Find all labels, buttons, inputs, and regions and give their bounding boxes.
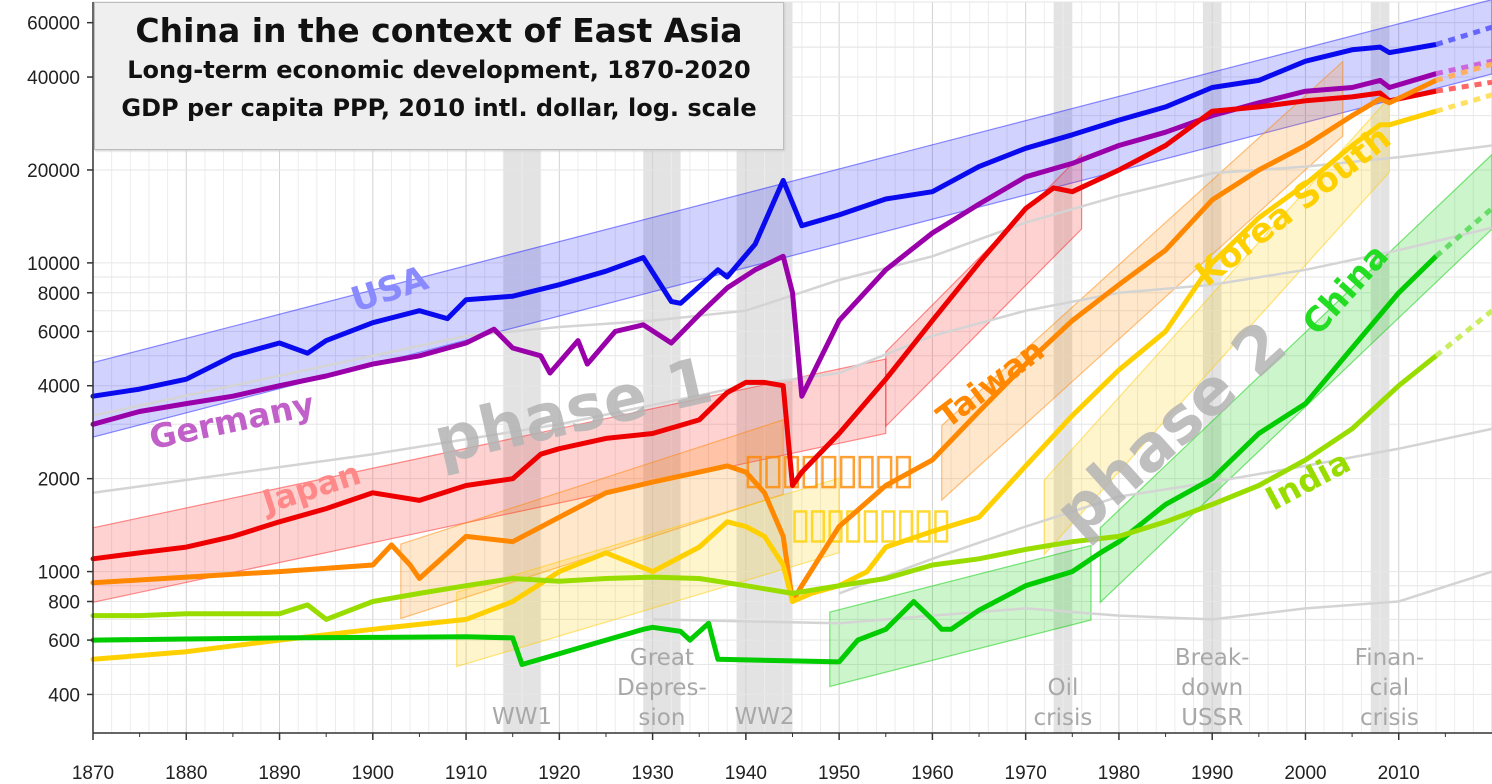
event-label-line: crisis — [1360, 705, 1419, 731]
trend-band — [1043, 96, 1391, 556]
event-label-line: Great — [630, 645, 694, 671]
event-annotations: WW1 Great Depres-sion WW2 Oil crisis Break-dow… — [492, 645, 1424, 731]
x-tick-label: 1910 — [445, 763, 487, 784]
projection-line — [1435, 61, 1492, 83]
series-line-china — [90, 253, 1439, 667]
projection-line — [1435, 24, 1492, 47]
x-tick-label: 1940 — [725, 763, 767, 784]
y-tick-label: 40000 — [27, 68, 80, 89]
y-tick-label: 6000 — [38, 322, 80, 343]
y-tick-label: 4000 — [38, 377, 80, 398]
y-tick-label: 400 — [48, 685, 80, 706]
event-label-line: Oil — [1048, 675, 1079, 701]
event-label: Great Depres-sion — [617, 645, 707, 731]
chart-subtitle-2: GDP per capita PPP, 2010 intl. dollar, l… — [121, 94, 757, 122]
gap-markers — [746, 455, 949, 543]
event-label-line: cial — [1370, 675, 1410, 701]
projection-line — [1434, 308, 1492, 358]
x-tick-label: 1930 — [631, 763, 673, 784]
projection-extensions — [1434, 24, 1492, 358]
gap-marker — [839, 455, 856, 489]
gap-marker — [881, 510, 896, 543]
event-label-line: Break- — [1175, 645, 1250, 671]
event-label-line: USSR — [1181, 705, 1243, 731]
y-tick-label: 10000 — [27, 254, 80, 275]
event-label: Finan-cial crisis — [1355, 645, 1425, 731]
x-tick-label: 2010 — [1378, 763, 1420, 784]
event-label-line: WW1 — [492, 704, 552, 730]
x-tick-label: 1950 — [818, 763, 860, 784]
gap-marker — [793, 510, 808, 543]
series-line-india — [90, 353, 1439, 622]
gap-marker — [916, 510, 931, 543]
x-tick-label: 2000 — [1284, 763, 1326, 784]
y-tick-label: 2000 — [38, 470, 80, 491]
projection-line — [1435, 79, 1492, 94]
event-label-line: WW2 — [734, 704, 794, 730]
event-label-line: sion — [638, 705, 685, 731]
event-label: WW1 — [492, 704, 552, 730]
event-label: Oil crisis — [1034, 675, 1093, 731]
gap-marker — [863, 510, 878, 543]
reference-line — [92, 226, 1492, 495]
y-tick-label: 20000 — [27, 161, 80, 182]
reference-line — [652, 570, 1492, 625]
x-tick-label: 1880 — [165, 763, 207, 784]
event-label-line: Finan- — [1355, 645, 1425, 671]
gap-marker — [765, 455, 781, 489]
series-line-taiwan — [90, 77, 1439, 604]
event-label-line: down — [1181, 675, 1243, 701]
trend-band — [1099, 153, 1492, 604]
series-lines — [90, 42, 1439, 667]
series-line-usa — [90, 42, 1439, 399]
y-tick-label: 1000 — [38, 563, 80, 584]
y-tick-label: 600 — [48, 631, 80, 652]
event-label-line: Depres- — [617, 675, 707, 701]
gap-marker — [821, 455, 837, 489]
x-tick-label: 1920 — [538, 763, 580, 784]
x-tick-label: 1990 — [1191, 763, 1233, 784]
x-tick-label: 1890 — [258, 763, 300, 784]
chart-subtitle-1: Long-term economic development, 1870-202… — [127, 56, 751, 84]
chart-title: China in the context of East Asia — [135, 11, 743, 50]
title-box: China in the context of East Asia Long-t… — [94, 2, 784, 150]
x-tick-label: 1970 — [1005, 763, 1047, 784]
trend-bands — [92, 0, 1492, 688]
y-tick-label: 8000 — [38, 284, 80, 305]
x-tick-label: 1900 — [352, 763, 394, 784]
projection-line — [1435, 92, 1492, 114]
axes: 1870 1880 1890 1900 1910 1920 1930 1940 1950 1960… — [27, 2, 1492, 784]
gap-marker — [858, 455, 874, 489]
reference-line — [838, 427, 1492, 595]
y-tick-label: 60000 — [27, 14, 80, 35]
x-tick-label: 1870 — [72, 763, 114, 784]
event-label-line: crisis — [1034, 705, 1093, 731]
y-tick-label: 800 — [48, 593, 80, 614]
event-label: Break-down USSR — [1175, 645, 1250, 731]
series-label-india: India — [1259, 442, 1356, 518]
projection-line — [1435, 58, 1492, 77]
gap-marker — [810, 510, 825, 543]
series-line-japan — [90, 88, 1439, 562]
x-tick-label: 1980 — [1098, 763, 1140, 784]
x-tick-label: 1960 — [911, 763, 953, 784]
event-label: WW2 — [734, 704, 794, 730]
